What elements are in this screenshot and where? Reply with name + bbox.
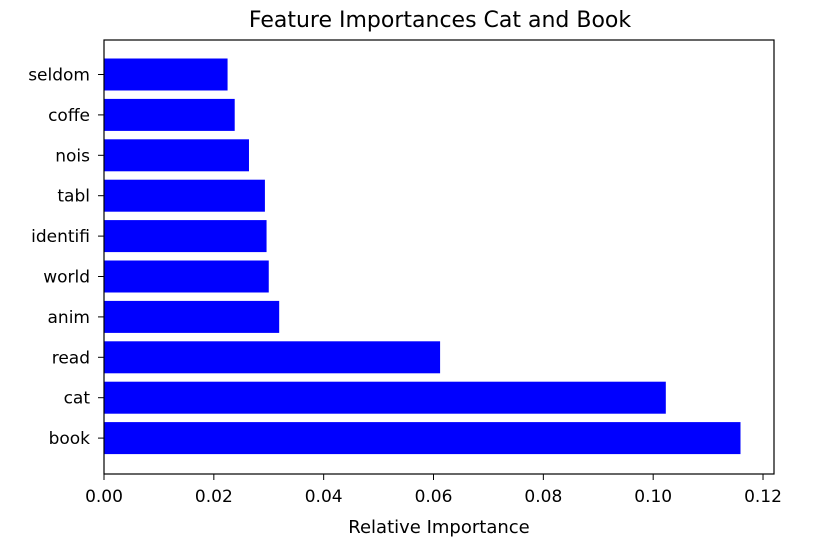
bar-tabl xyxy=(104,179,265,212)
bar-anim xyxy=(104,300,280,333)
bar-cat xyxy=(104,381,666,414)
y-tick-label: cat xyxy=(64,389,91,409)
x-tick-label: 0.00 xyxy=(85,487,123,507)
x-tick-label: 0.06 xyxy=(415,487,453,507)
x-tick-label: 0.02 xyxy=(195,487,233,507)
bar-nois xyxy=(104,139,249,172)
y-tick-label: tabl xyxy=(57,187,90,207)
y-tick-label: read xyxy=(52,348,90,368)
bar-read xyxy=(104,341,441,374)
bars-group xyxy=(104,58,741,455)
y-tick-label: identifi xyxy=(31,227,90,247)
x-axis-label: Relative Importance xyxy=(348,517,529,538)
x-axis-ticks: 0.00 0.02 0.04 0.06 0.08 0.10 0.12 xyxy=(85,474,782,507)
y-tick-label: nois xyxy=(55,146,90,166)
y-tick-label: coffe xyxy=(48,106,90,126)
x-tick-label: 0.12 xyxy=(744,487,782,507)
x-tick-label: 0.10 xyxy=(634,487,672,507)
plot-frame xyxy=(103,39,775,475)
bar-identifi xyxy=(104,220,267,253)
y-tick-label: anim xyxy=(48,308,90,328)
y-tick-label: seldom xyxy=(28,66,90,86)
bar-book xyxy=(104,422,741,455)
x-tick-label: 0.08 xyxy=(524,487,562,507)
y-tick-label: world xyxy=(43,268,90,288)
bar-world xyxy=(104,260,269,293)
y-axis-ticks: seldom coffe nois tabl identifi world anim read… xyxy=(28,66,104,449)
x-tick-label: 0.04 xyxy=(305,487,343,507)
chart-title: Feature Importances Cat and Book xyxy=(249,8,632,33)
bar-coffe xyxy=(104,98,235,131)
y-tick-label: book xyxy=(49,429,91,449)
bar-seldom xyxy=(104,58,228,91)
